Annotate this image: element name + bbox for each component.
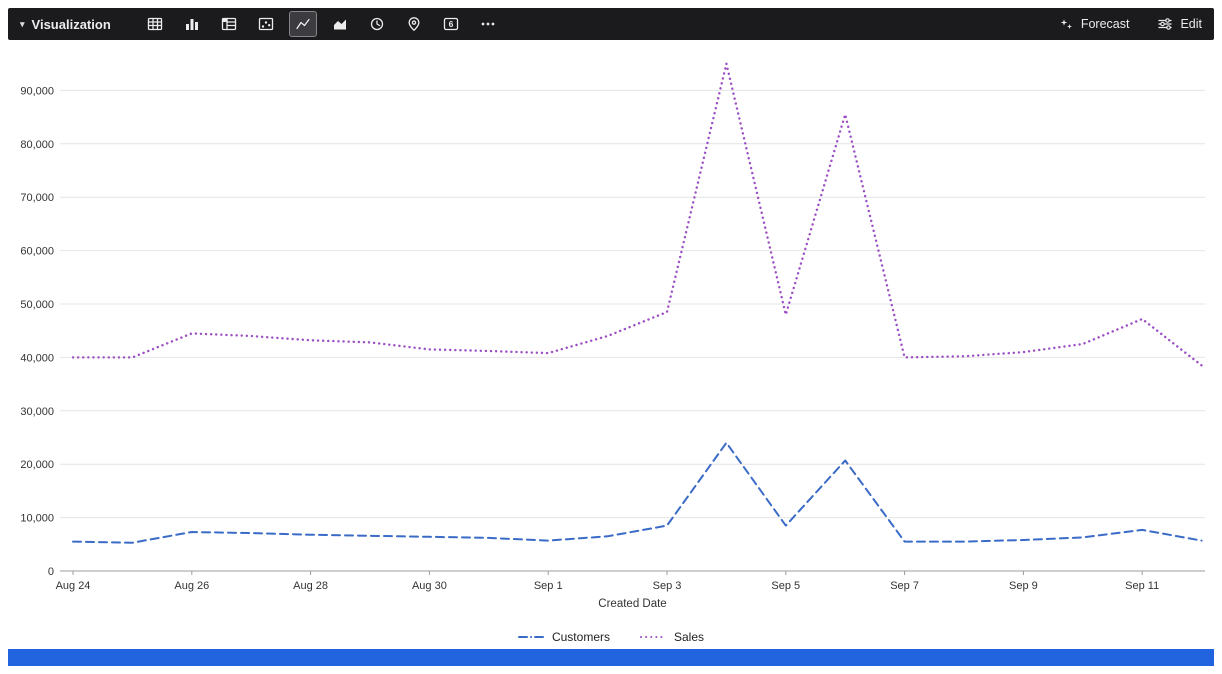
viz-type-table[interactable] [141, 11, 169, 37]
viz-type-list: 6 [141, 11, 502, 37]
legend-marker-sales [639, 635, 666, 638]
viz-type-map-pin[interactable] [400, 11, 428, 37]
y-tick-label: 80,000 [20, 139, 54, 151]
series-sales-line [71, 62, 1203, 367]
bar-chart-icon [185, 19, 198, 30]
legend-marker-customers [517, 635, 544, 638]
series-customers-line [72, 441, 1203, 544]
edit-label: Edit [1180, 17, 1202, 31]
clock-icon [370, 17, 383, 31]
x-tick-label: Sep 7 [890, 580, 919, 592]
single-value-icon: 6 [443, 17, 458, 31]
visualization-toolbar: ▾ Visualization 6 Forecast Edit [8, 8, 1214, 40]
y-tick-label: 40,000 [20, 352, 54, 364]
area-chart-icon [333, 19, 346, 30]
x-tick-label: Sep 1 [534, 580, 563, 592]
viz-type-bar-chart[interactable] [178, 11, 206, 37]
x-tick-label: Sep 11 [1125, 580, 1159, 592]
edit-icon [1158, 18, 1173, 30]
table-icon [147, 17, 162, 31]
x-tick-label: Aug 30 [412, 580, 447, 592]
y-tick-label: 70,000 [20, 192, 54, 204]
forecast-button[interactable]: Forecast [1058, 16, 1130, 32]
legend-label: Sales [673, 629, 705, 644]
svg-text:6: 6 [448, 19, 453, 29]
chevron-down-icon: ▾ [20, 18, 25, 29]
x-tick-label: Sep 9 [1009, 580, 1038, 592]
map-pin-icon [408, 17, 420, 31]
y-tick-label: 50,000 [20, 299, 54, 311]
y-tick-label: 90,000 [20, 85, 54, 97]
scatter-chart-icon [258, 17, 273, 31]
viz-type-more-options[interactable] [474, 11, 502, 37]
chart-region: 0 10,000 20,000 30,000 40,000 50,000 60,000 70,… [8, 40, 1214, 649]
viz-type-clock[interactable] [363, 11, 391, 37]
y-tick-label: 10,000 [20, 513, 54, 525]
x-tick-label: Aug 26 [174, 580, 209, 592]
line-chart-icon [296, 18, 310, 30]
viz-type-line-chart[interactable] [288, 11, 317, 37]
viz-type-area-chart[interactable] [326, 11, 354, 37]
forecast-label: Forecast [1080, 17, 1130, 31]
x-tick-label: Sep 3 [653, 580, 682, 592]
viz-type-scatter-chart[interactable] [252, 11, 280, 37]
bottom-accent-bar [8, 649, 1214, 666]
more-options-icon [481, 22, 495, 26]
y-tick-label: 30,000 [20, 406, 54, 418]
pivot-table-icon [221, 17, 236, 31]
line-chart[interactable]: 0 10,000 20,000 30,000 40,000 50,000 60,000 70,… [8, 40, 1214, 624]
x-axis-title: Created Date [598, 598, 666, 610]
chart-legend: Customers Sales [8, 624, 1214, 649]
visualization-dropdown[interactable]: ▾ Visualization [20, 17, 111, 32]
forecast-icon [1060, 19, 1072, 29]
visualization-dropdown-label: Visualization [31, 16, 111, 32]
y-tick-label: 0 [48, 566, 54, 578]
viz-type-single-value[interactable]: 6 [437, 11, 465, 37]
legend-item-customers[interactable]: Customers [517, 629, 610, 644]
x-tick-label: Sep 5 [771, 580, 800, 592]
x-tick-label: Aug 24 [56, 580, 91, 592]
legend-label: Customers [551, 629, 610, 644]
legend-item-sales[interactable]: Sales [639, 629, 705, 644]
viz-type-pivot-table[interactable] [215, 11, 243, 37]
y-tick-label: 20,000 [20, 459, 54, 471]
toolbar-actions: Forecast Edit [1058, 16, 1202, 32]
x-tick-label: Aug 28 [293, 580, 328, 592]
edit-button[interactable]: Edit [1157, 16, 1202, 32]
y-tick-label: 60,000 [20, 246, 54, 258]
